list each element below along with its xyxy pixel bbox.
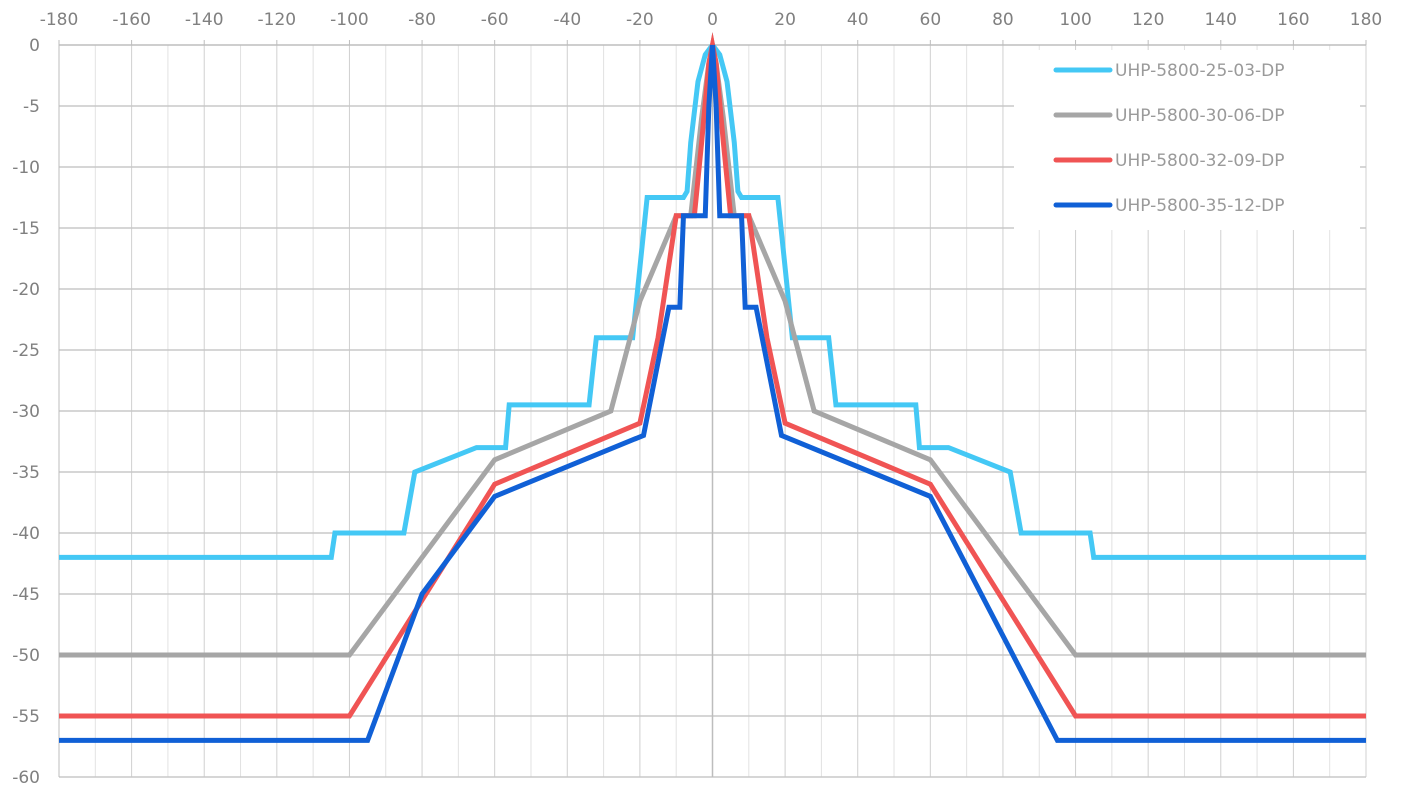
legend: UHP-5800-25-03-DP UHP-5800-30-06-DP UHP-58… xyxy=(1014,50,1360,230)
y-tick-labels: 0 -5 -10 -15 -20 -25 -30 -35 -40 -45 -50 -55 -60 xyxy=(12,36,40,788)
y-tick-label: -50 xyxy=(12,646,40,666)
y-tick-label: -35 xyxy=(12,463,40,483)
x-tick-label: -40 xyxy=(553,10,581,30)
x-tick-label: 40 xyxy=(847,10,869,30)
x-tick-label: 160 xyxy=(1277,10,1309,30)
x-tick-labels: -180 -160 -140 -120 -100 -80 -60 -40 -20 0 20 40 60 8… xyxy=(40,10,1383,30)
y-tick-label: -45 xyxy=(12,585,40,605)
x-tick-label: 100 xyxy=(1059,10,1091,30)
y-tick-label: -5 xyxy=(23,97,40,117)
x-tick-label: -180 xyxy=(40,10,79,30)
legend-box xyxy=(1014,50,1360,230)
y-tick-label: -15 xyxy=(12,219,40,239)
x-tick-label: 180 xyxy=(1350,10,1382,30)
y-tick-label: -20 xyxy=(12,280,40,300)
x-tick-label: -140 xyxy=(185,10,224,30)
x-tick-label: -80 xyxy=(408,10,436,30)
x-tick-label: 0 xyxy=(707,10,718,30)
x-tick-label: 140 xyxy=(1205,10,1237,30)
legend-label-3: UHP-5800-32-09-DP xyxy=(1115,151,1285,171)
x-tick-label: 60 xyxy=(920,10,942,30)
x-tick-label: -60 xyxy=(481,10,509,30)
series-line-4 xyxy=(59,44,1366,743)
y-tick-label: -30 xyxy=(12,402,40,422)
x-tick-label: -160 xyxy=(112,10,151,30)
series-lines xyxy=(59,32,1366,743)
y-tick-label: -25 xyxy=(12,341,40,361)
y-tick-label: -55 xyxy=(12,707,40,727)
legend-label-1: UHP-5800-25-03-DP xyxy=(1115,61,1285,81)
x-tick-label: 80 xyxy=(992,10,1014,30)
x-tick-label: -20 xyxy=(626,10,654,30)
legend-label-4: UHP-5800-35-12-DP xyxy=(1115,196,1285,216)
x-tick-label: -100 xyxy=(330,10,369,30)
x-tick-label: -120 xyxy=(258,10,297,30)
x-tick-label: 20 xyxy=(774,10,796,30)
y-tick-label: -60 xyxy=(12,768,40,788)
x-tick-label: 120 xyxy=(1132,10,1164,30)
y-tick-label: 0 xyxy=(29,36,40,56)
y-tick-label: -40 xyxy=(12,524,40,544)
y-tick-label: -10 xyxy=(12,158,40,178)
legend-label-2: UHP-5800-30-06-DP xyxy=(1115,106,1285,126)
